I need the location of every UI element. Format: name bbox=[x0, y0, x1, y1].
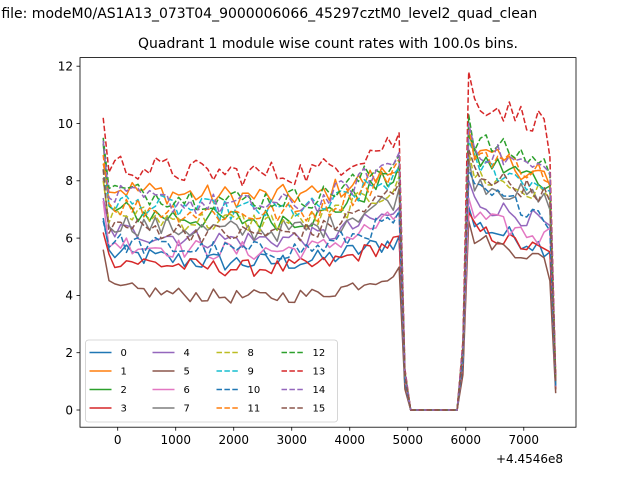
legend-label-9: 9 bbox=[248, 367, 254, 378]
x-tick-label: 7000 bbox=[509, 433, 540, 447]
legend-label-2: 2 bbox=[121, 385, 127, 396]
y-tick-label: 2 bbox=[65, 346, 73, 360]
series-line-14 bbox=[102, 122, 557, 411]
series-line-4 bbox=[102, 180, 557, 411]
x-axis: 0 1000 2000 3000 4000 5000 6000 7000 bbox=[114, 427, 539, 447]
x-tick-label: 5000 bbox=[392, 433, 423, 447]
series-line-1 bbox=[102, 128, 557, 411]
series-line-12 bbox=[102, 114, 557, 411]
y-tick-label: 4 bbox=[65, 289, 73, 303]
x-tick-label: 6000 bbox=[451, 433, 482, 447]
legend-label-8: 8 bbox=[248, 348, 254, 359]
legend-label-0: 0 bbox=[121, 348, 127, 359]
chart-title: Quadrant 1 module wise count rates with … bbox=[138, 36, 518, 52]
series-line-9 bbox=[102, 139, 557, 411]
series-line-11 bbox=[102, 125, 557, 411]
y-tick-label: 6 bbox=[65, 231, 73, 245]
legend-label-14: 14 bbox=[313, 385, 326, 396]
x-tick-label: 3000 bbox=[276, 433, 307, 447]
y-axis: 0 2 4 6 8 10 12 bbox=[58, 59, 80, 417]
legend-label-1: 1 bbox=[121, 367, 127, 378]
legend-label-10: 10 bbox=[248, 385, 261, 396]
y-tick-label: 0 bbox=[65, 403, 73, 417]
legend-label-6: 6 bbox=[184, 385, 190, 396]
series-line-8 bbox=[102, 151, 557, 411]
legend-label-11: 11 bbox=[248, 404, 261, 415]
legend-box bbox=[85, 339, 338, 423]
series-line-10 bbox=[102, 168, 557, 411]
legend-label-7: 7 bbox=[184, 404, 190, 415]
x-tick-label: 4000 bbox=[334, 433, 365, 447]
series-line-3 bbox=[102, 211, 557, 411]
series-line-5 bbox=[102, 220, 557, 411]
y-tick-label: 10 bbox=[58, 117, 73, 131]
legend-label-5: 5 bbox=[184, 367, 190, 378]
series-line-15 bbox=[102, 148, 557, 411]
legend-label-15: 15 bbox=[313, 404, 326, 415]
figure-suptitle: n file: modeM0/AS1A13_073T04_9000006066_… bbox=[0, 6, 538, 22]
series-line-0 bbox=[102, 205, 557, 411]
plot-lines bbox=[102, 71, 557, 411]
x-tick-label: 2000 bbox=[218, 433, 249, 447]
x-tick-label: 0 bbox=[114, 433, 122, 447]
axes-frame bbox=[79, 57, 577, 428]
series-line-13 bbox=[102, 71, 557, 411]
legend-label-4: 4 bbox=[184, 348, 190, 359]
x-tick-label: 1000 bbox=[160, 433, 191, 447]
y-tick-label: 12 bbox=[58, 59, 73, 73]
series-line-6 bbox=[102, 197, 557, 411]
x-offset-label: +4.4546e8 bbox=[496, 452, 564, 466]
legend-label-12: 12 bbox=[313, 348, 326, 359]
y-tick-label: 8 bbox=[65, 174, 73, 188]
legend-label-3: 3 bbox=[121, 404, 127, 415]
legend-label-13: 13 bbox=[313, 367, 326, 378]
